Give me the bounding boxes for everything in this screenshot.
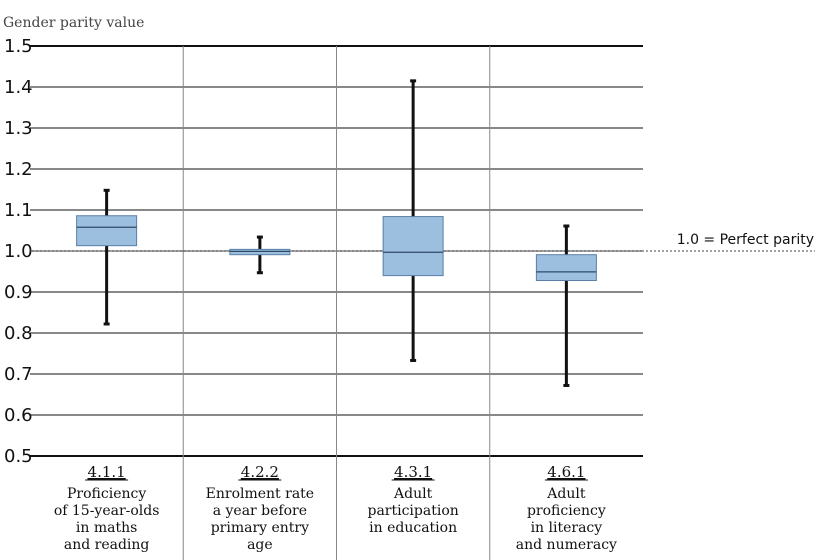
box-group-4-1-1 xyxy=(76,188,138,326)
box-group-4-6-1 xyxy=(535,224,597,387)
y-tick-label: 1.2 xyxy=(4,159,33,180)
box xyxy=(229,248,291,256)
y-tick-label: 0.8 xyxy=(4,323,33,344)
category-label-line: in education xyxy=(369,520,457,536)
y-tick-label: 1.3 xyxy=(4,118,33,139)
category-label-line: in maths xyxy=(76,520,137,536)
y-tick-label: 1.1 xyxy=(4,200,33,221)
category-label-line: and reading xyxy=(64,537,150,553)
y-tick-label: 0.6 xyxy=(4,405,33,426)
box xyxy=(76,215,138,247)
y-tick-label: 1.0 xyxy=(4,241,33,262)
category-label-line: proficiency xyxy=(527,503,606,519)
box xyxy=(535,254,597,282)
box-group-4-3-1 xyxy=(382,79,444,362)
category-label-line: in literacy xyxy=(531,520,603,536)
y-tick-labels: 0.5 0.6 0.7 0.8 0.9 1.0 1.1 1.2 1.3 1.4 1.5 xyxy=(4,36,33,467)
parity-label: 1.0 = Perfect parity xyxy=(677,232,814,248)
category-label-line: a year before xyxy=(213,503,307,519)
category-label-line: participation xyxy=(367,503,458,519)
category-label-line: of 15-year-olds xyxy=(54,503,160,519)
category-label-line: Enrolment rate xyxy=(206,486,314,502)
category-label-line: Adult xyxy=(546,486,586,502)
y-axis-label: Gender parity value xyxy=(3,15,144,31)
category-code: 4.1.1 xyxy=(88,463,126,481)
y-tick-label: 1.5 xyxy=(4,36,33,57)
category-label-line: and numeracy xyxy=(516,537,617,553)
category-code: 4.2.2 xyxy=(241,463,279,481)
y-tick-label: 0.5 xyxy=(4,446,33,467)
category-label-line: age xyxy=(247,537,273,553)
boxes xyxy=(76,79,597,387)
category-code: 4.3.1 xyxy=(394,463,432,481)
y-tick-label: 1.4 xyxy=(4,77,33,98)
y-tick-label: 0.9 xyxy=(4,282,33,303)
category-label-line: Proficiency xyxy=(67,486,146,502)
category-label-line: primary entry xyxy=(211,520,309,536)
category-code: 4.6.1 xyxy=(547,463,585,481)
box-group-4-2-2 xyxy=(229,235,291,275)
category-label-line: Adult xyxy=(393,486,433,502)
gridlines xyxy=(30,45,643,560)
y-tick-label: 0.7 xyxy=(4,364,33,385)
box xyxy=(382,216,444,277)
